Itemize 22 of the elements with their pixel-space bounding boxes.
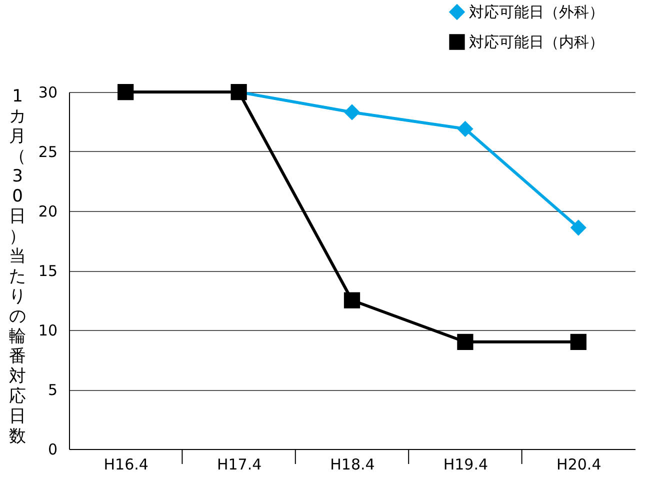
point — [457, 334, 474, 350]
point — [344, 292, 360, 308]
x-tick-label: H19.4 — [443, 456, 488, 474]
y-tick-label: 20 — [38, 202, 58, 220]
y-tick-label: 0 — [48, 440, 58, 458]
point — [570, 220, 586, 236]
point — [457, 120, 474, 137]
y-tick-label: 25 — [38, 143, 58, 161]
y-tick-label: 30 — [38, 84, 58, 102]
x-tick-label: H17.4 — [216, 456, 262, 474]
y-tick-label: 5 — [48, 381, 58, 399]
point — [344, 104, 360, 120]
x-tick-label: H16.4 — [104, 456, 148, 474]
point — [570, 334, 586, 350]
x-tick-label: H18.4 — [330, 456, 375, 474]
y-tick-label: 15 — [38, 262, 58, 280]
legend-label: 対応可能日（内科） — [469, 33, 604, 51]
point — [118, 84, 134, 100]
y-tick-label: 10 — [38, 322, 58, 340]
legend-label: 対応可能日（外科） — [469, 3, 604, 21]
text: 1カ月（30日）当たりの輪番対応日数 — [9, 86, 26, 446]
x-tick-label: H20.4 — [556, 456, 602, 474]
